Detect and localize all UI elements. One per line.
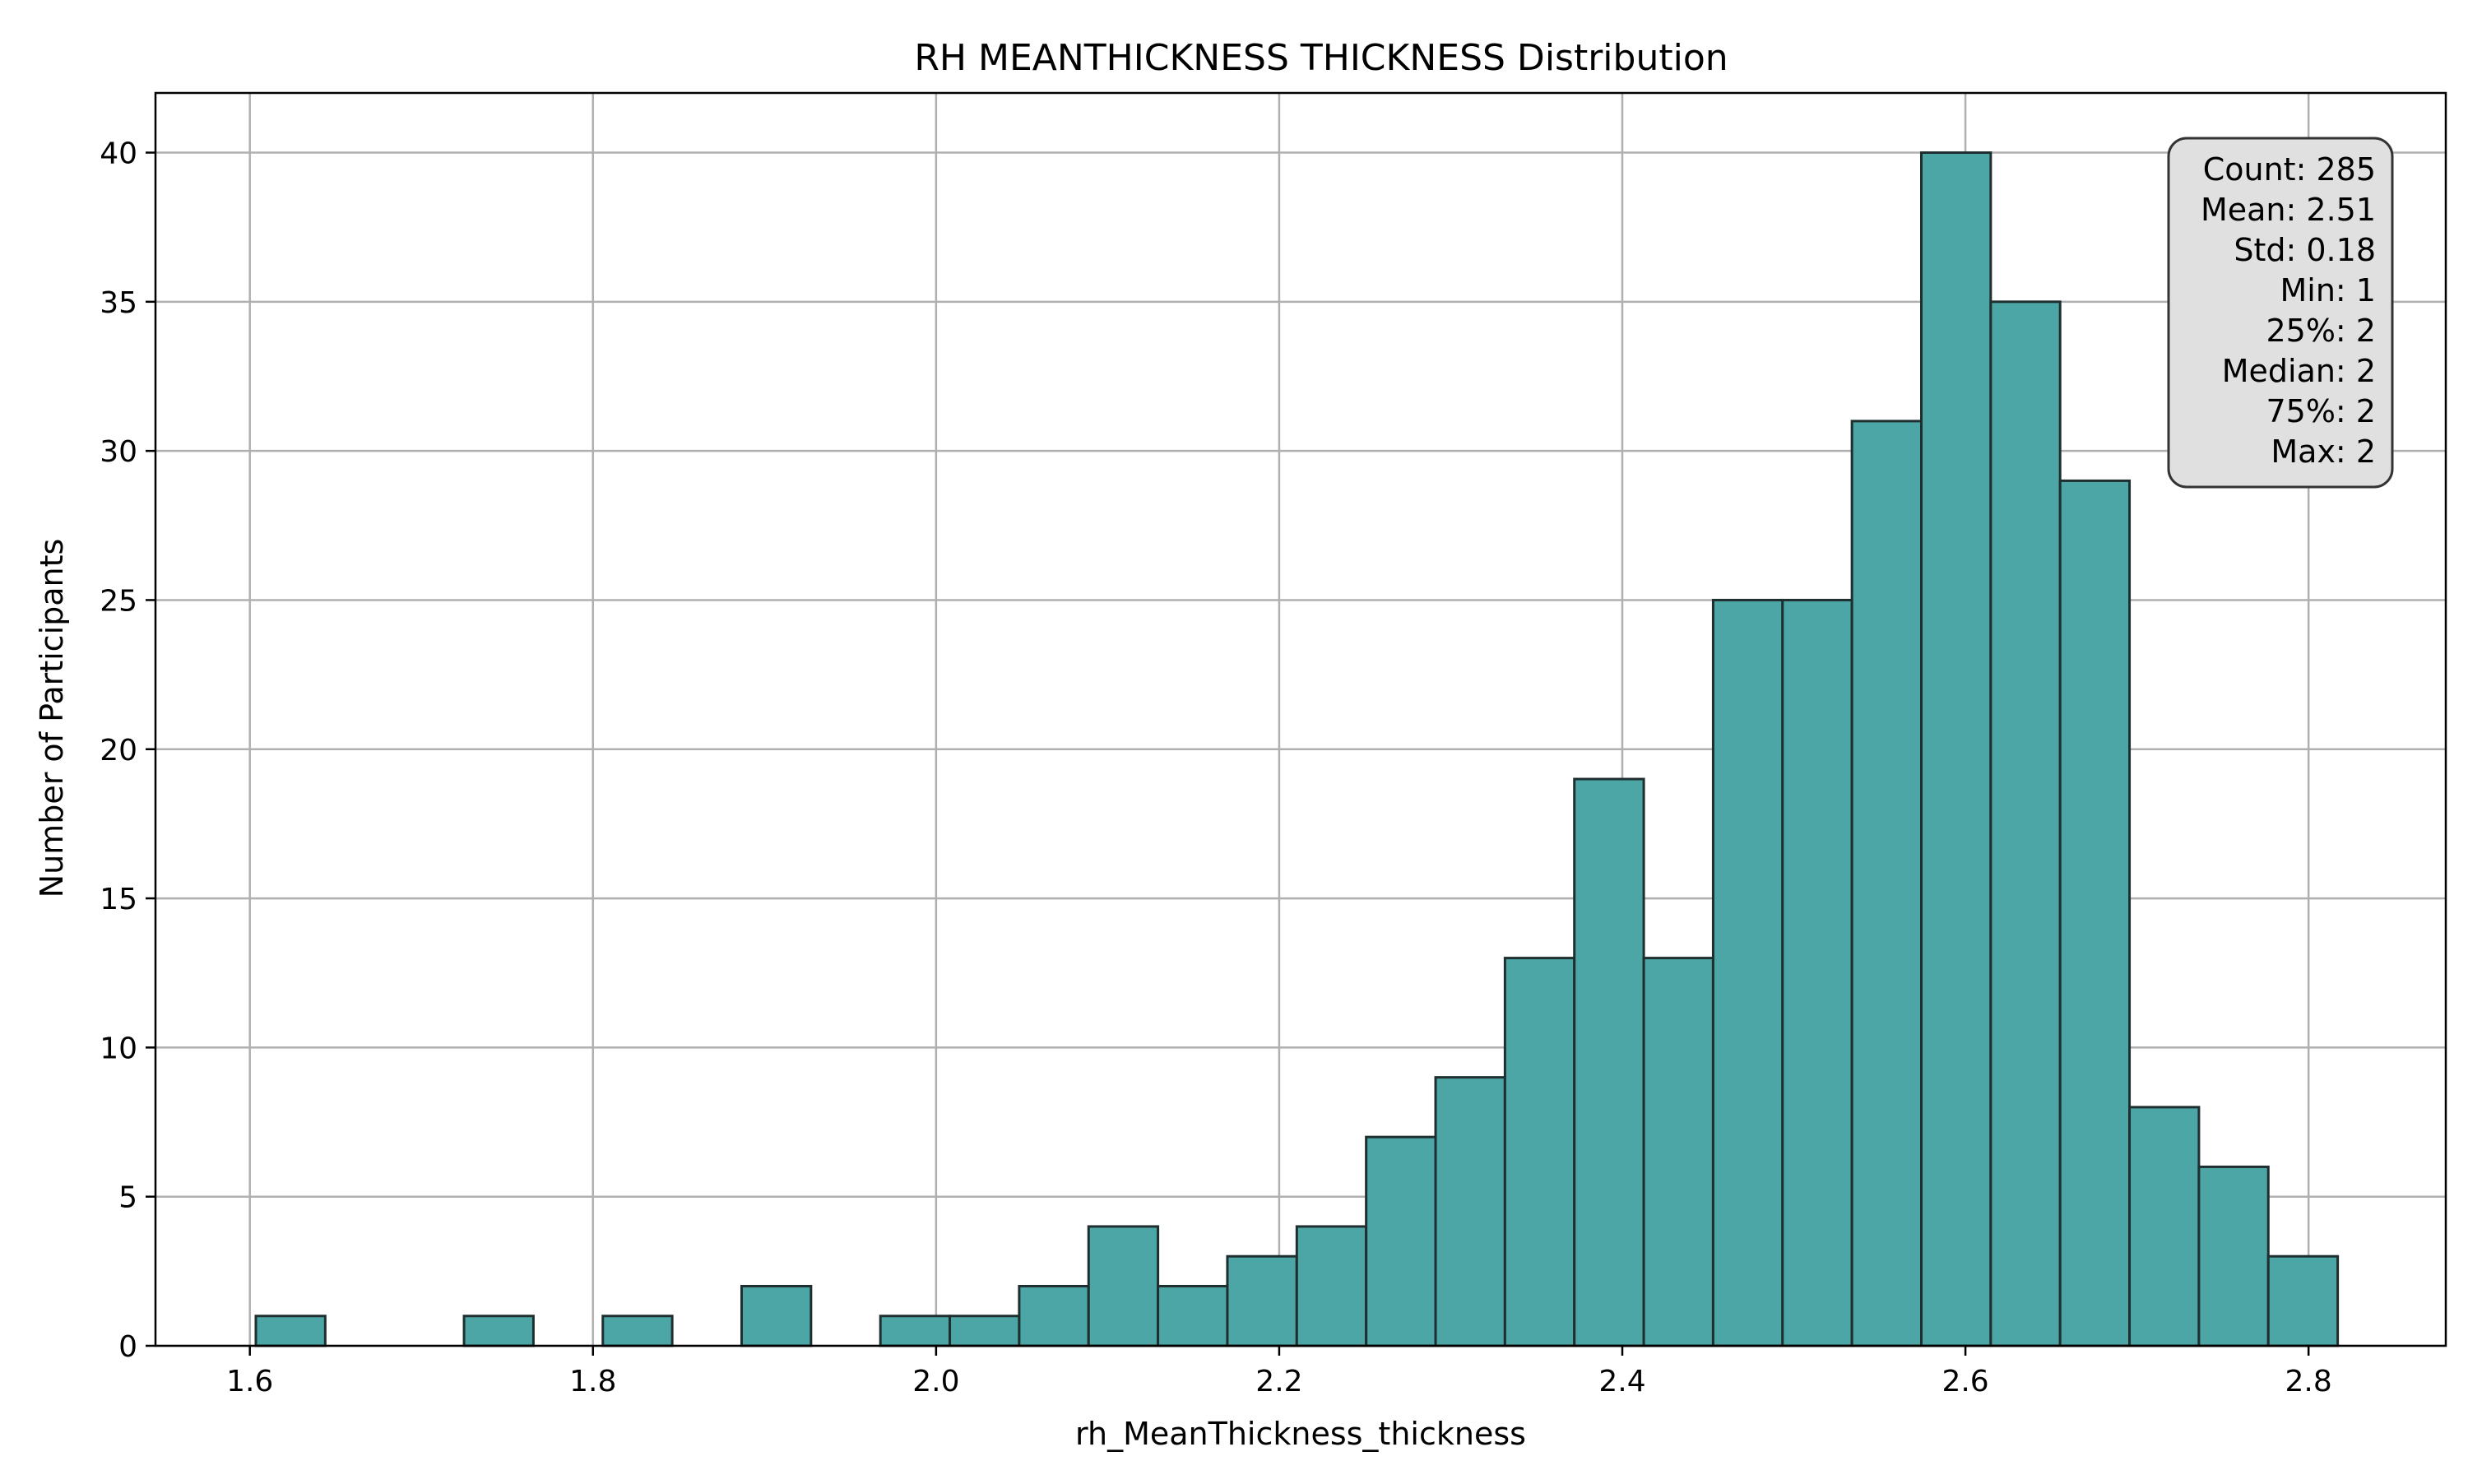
stats-line: Std: 0.18 bbox=[2234, 232, 2376, 268]
histogram-bar bbox=[1157, 1284, 1229, 1347]
histogram-bar bbox=[1503, 957, 1576, 1347]
histogram-bar bbox=[1295, 1225, 1368, 1347]
x-tick-label: 1.6 bbox=[226, 1365, 273, 1398]
y-tick-label: 0 bbox=[118, 1330, 137, 1364]
y-tick-label: 15 bbox=[100, 883, 137, 916]
y-tick-label: 30 bbox=[100, 435, 137, 469]
histogram-bar bbox=[1573, 777, 1645, 1347]
x-axis-ticks: 1.6 1.8 2.0 2.2 2.4 2.6 2.8 bbox=[226, 1346, 2332, 1398]
histogram-bars bbox=[254, 151, 2340, 1347]
histogram-bar bbox=[462, 1315, 535, 1347]
y-tick-label: 10 bbox=[100, 1032, 137, 1065]
y-axis-ticks: 0 5 10 15 20 25 30 35 40 bbox=[100, 137, 155, 1364]
y-tick-label: 40 bbox=[100, 137, 137, 171]
histogram-bar bbox=[1781, 598, 1853, 1347]
x-tick-label: 2.0 bbox=[912, 1365, 959, 1398]
histogram-bar bbox=[1365, 1135, 1437, 1347]
histogram-bar bbox=[1711, 598, 1784, 1347]
x-tick-label: 1.8 bbox=[569, 1365, 616, 1398]
stats-line: Median: 2 bbox=[2222, 353, 2376, 389]
histogram-bar bbox=[2058, 479, 2132, 1347]
histogram-bar bbox=[1850, 420, 1923, 1347]
histogram-bar bbox=[1226, 1254, 1298, 1347]
stats-box: Count: 285 Mean: 2.51 Std: 0.18 Min: 1 25%: … bbox=[2167, 137, 2394, 489]
histogram-bar bbox=[949, 1315, 1021, 1347]
histogram-bar bbox=[1087, 1225, 1160, 1347]
stats-line: Min: 1 bbox=[2280, 272, 2377, 308]
histogram-bar bbox=[1989, 300, 2062, 1347]
chart-title: RH MEANTHICKNESS THICKNESS Distribution bbox=[914, 37, 1728, 79]
x-tick-label: 2.8 bbox=[2285, 1365, 2332, 1398]
x-tick-label: 2.6 bbox=[1941, 1365, 1988, 1398]
stats-box-background bbox=[2167, 137, 2394, 489]
stats-line: Max: 2 bbox=[2271, 434, 2376, 470]
histogram-bar bbox=[2266, 1254, 2340, 1347]
histogram-bar bbox=[254, 1315, 327, 1347]
histogram-bar bbox=[2128, 1106, 2201, 1347]
x-tick-label: 2.2 bbox=[1255, 1365, 1302, 1398]
stats-line: 25%: 2 bbox=[2266, 313, 2376, 349]
x-axis-label: rh_MeanThickness_thickness bbox=[1075, 1416, 1526, 1452]
histogram-bar bbox=[1919, 151, 1992, 1347]
x-tick-label: 2.4 bbox=[1598, 1365, 1645, 1398]
histogram-bar bbox=[879, 1315, 952, 1347]
stats-line: Mean: 2.51 bbox=[2201, 192, 2376, 228]
plot-frame bbox=[154, 91, 2447, 1347]
histogram-bar bbox=[601, 1315, 674, 1347]
histogram-bar bbox=[2197, 1165, 2270, 1347]
histogram-bar bbox=[740, 1284, 813, 1347]
histogram-bar bbox=[1642, 957, 1714, 1347]
histogram-bar bbox=[1018, 1284, 1090, 1347]
y-tick-label: 5 bbox=[118, 1181, 137, 1215]
stats-lines: Count: 285 Mean: 2.51 Std: 0.18 Min: 1 25%: … bbox=[2201, 151, 2376, 470]
histogram-bar bbox=[1434, 1076, 1506, 1347]
y-tick-label: 25 bbox=[100, 584, 137, 618]
stats-line: Count: 285 bbox=[2203, 151, 2376, 188]
y-tick-label: 20 bbox=[100, 734, 137, 768]
y-axis-label: Number of Participants bbox=[34, 539, 70, 898]
stats-line: 75%: 2 bbox=[2266, 393, 2376, 429]
y-tick-label: 35 bbox=[100, 286, 137, 320]
